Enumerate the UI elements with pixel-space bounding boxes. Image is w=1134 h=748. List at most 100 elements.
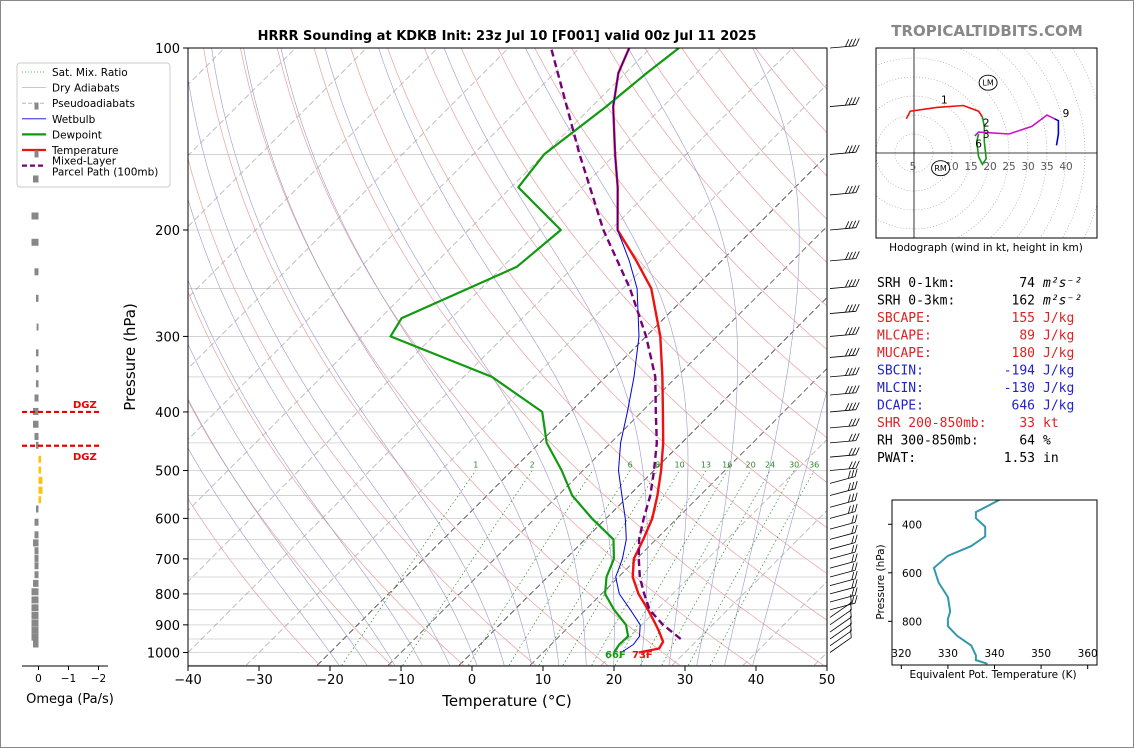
skewt-xlabel: Temperature (°C) (441, 692, 571, 710)
moist-adiabat (243, 48, 532, 666)
omega-bar (38, 496, 41, 504)
barb-flag (855, 251, 860, 259)
moist-adiabat (724, 48, 800, 666)
index-value: -194 (1004, 364, 1035, 379)
barb-flag (855, 367, 860, 375)
index-value: 646 (1012, 399, 1035, 414)
mixing-ratio-label: 10 (675, 461, 685, 470)
barb-flag (851, 493, 855, 502)
barb-flag (852, 433, 857, 442)
dry-adiabat (534, 48, 827, 395)
legend: Sat. Mix. Ratio Dry Adiabats Pseudoadiabat… (16, 62, 171, 188)
mixing-ratio-label: 16 (722, 461, 732, 470)
index-unit: J/kg (1043, 329, 1074, 344)
omega-bar (36, 365, 39, 373)
barb-flag (852, 402, 857, 411)
dry-adiabat (607, 48, 827, 307)
mixing-ratio-line (562, 470, 680, 666)
barb-flag (847, 505, 851, 514)
index-label: SRH 0-3km: (877, 294, 955, 309)
barb-flag (851, 580, 855, 589)
legend-label: Mixed-Layer (52, 156, 117, 168)
moist-adiabat (324, 48, 587, 666)
barb-flag (852, 279, 857, 287)
wind-barb (829, 544, 858, 560)
theta-e-x-tick-label: 330 (938, 648, 958, 660)
barb-flag (848, 385, 853, 394)
barb-flag (851, 481, 855, 490)
y-tick-label: 300 (155, 330, 180, 345)
barb-flag (851, 563, 855, 572)
omega-bar (36, 441, 39, 449)
isotherm (188, 48, 580, 440)
wind-barb (829, 553, 858, 569)
omega-bar (33, 539, 39, 547)
omega-bar (36, 380, 39, 388)
x-tick-label: −20 (316, 673, 343, 688)
barb-flag (851, 545, 855, 554)
barb-flag (854, 514, 858, 523)
barb-flag (848, 348, 853, 356)
barb-staff (829, 511, 856, 519)
wind-barb (829, 595, 858, 611)
barb-flag (848, 145, 853, 153)
isotherm (188, 48, 793, 653)
barb-staff (829, 637, 852, 653)
index-value: 180 (1012, 346, 1035, 361)
barb-flag (851, 469, 855, 478)
y-tick-label: 600 (155, 512, 180, 527)
series-dewpoint (389, 48, 680, 654)
index-value: 74 (1019, 276, 1035, 291)
barb-flag (848, 185, 853, 194)
mixing-ratio-label: 30 (789, 461, 799, 470)
omega-bar (34, 554, 39, 562)
y-tick-label: 900 (155, 619, 180, 634)
mixing-ratio-line (341, 470, 477, 666)
theta-e-frame (891, 499, 1098, 666)
barb-flag (851, 515, 855, 524)
index-value: 64 (1019, 434, 1035, 449)
barb-staff (829, 440, 856, 444)
hodograph-height-label: 6 (975, 138, 982, 150)
barb-flag (854, 544, 858, 553)
moist-adiabat (188, 343, 395, 666)
x-tick-label: 40 (748, 673, 765, 688)
moist-adiabat (211, 48, 505, 666)
hodograph-tick-label: 40 (1059, 161, 1072, 173)
barb-staff (829, 467, 856, 471)
barb-flag (852, 185, 857, 194)
hodograph-tick-label: 20 (983, 161, 996, 173)
wind-barb (829, 468, 858, 484)
omega-bar (38, 455, 41, 463)
barb-flag (848, 402, 853, 411)
y-tick-label: 700 (155, 553, 180, 568)
dry-adiabat (387, 48, 827, 575)
mixing-ratio-label: 13 (701, 461, 711, 470)
omega-bar (31, 588, 39, 596)
barb-flag (855, 185, 860, 193)
wind-barb (829, 594, 852, 618)
wind-barb (829, 220, 860, 231)
index-value: 1.53 (1004, 451, 1035, 466)
index-label: MLCIN: (877, 381, 924, 396)
barb-staff (829, 521, 856, 530)
barb-flag (845, 348, 850, 357)
hodograph-caption: Hodograph (wind in kt, height in km) (889, 242, 1083, 254)
legend-label: Dry Adiabats (52, 83, 120, 95)
sounding-indices: SRH 0-1km: 74 m²s⁻² SRH 0-3km: 162 m²s⁻² SBCAP… (877, 276, 1082, 466)
omega-bar (34, 571, 39, 579)
wind-barb (829, 622, 852, 647)
legend-label: Wetbulb (52, 114, 96, 126)
moist-adiabat (628, 48, 738, 666)
omega-bar (34, 394, 39, 402)
barb-flag (855, 347, 860, 356)
theta-e-y-tick-label: 600 (902, 568, 922, 580)
isotherm (387, 226, 827, 666)
barb-staff (829, 532, 856, 540)
omega-xlabel: Omega (Pa/s) (26, 692, 114, 707)
wind-barb (829, 570, 858, 586)
wind-barb (829, 96, 860, 107)
barb-flag (845, 39, 850, 47)
